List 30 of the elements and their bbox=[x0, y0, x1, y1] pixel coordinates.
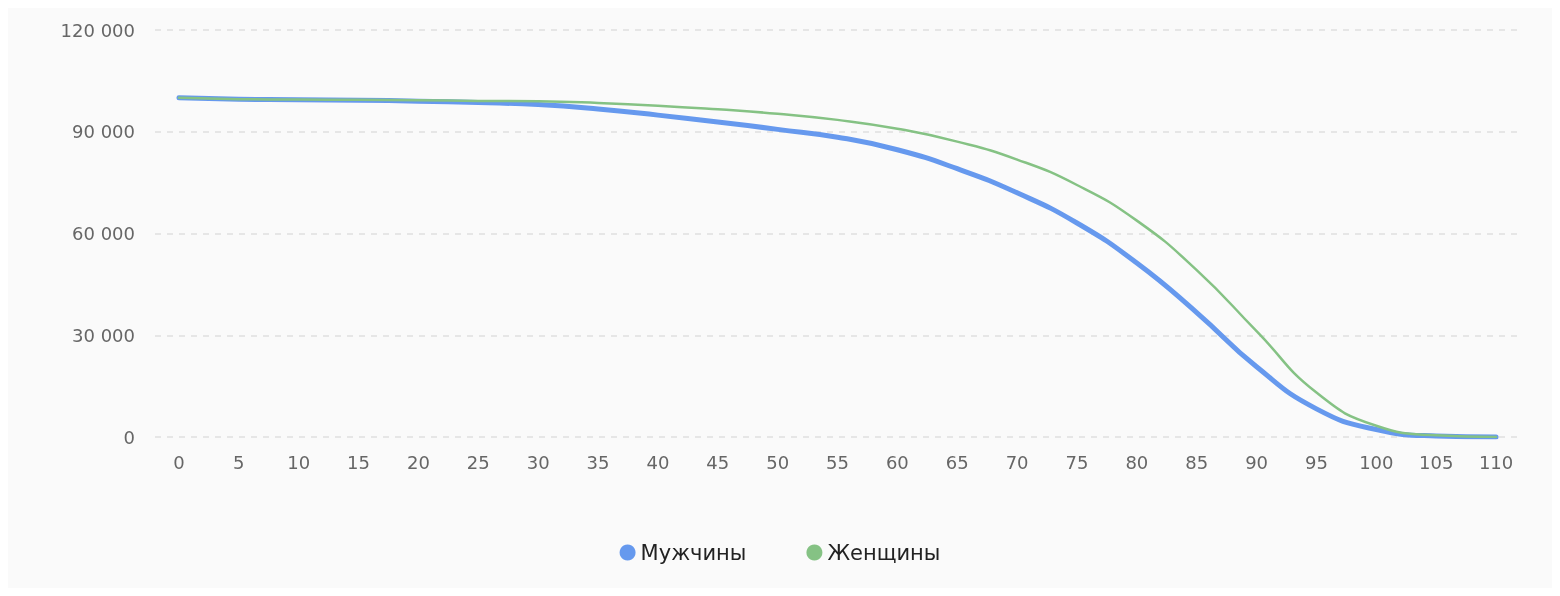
x-tick-label: 100 bbox=[1359, 451, 1394, 473]
x-tick-label: 20 bbox=[406, 451, 430, 473]
x-tick-label: 105 bbox=[1419, 451, 1454, 473]
legend-label: Мужчины bbox=[640, 540, 747, 565]
legend-label: Женщины bbox=[827, 540, 941, 565]
x-tick-label: 80 bbox=[1125, 451, 1149, 473]
x-tick-label: 10 bbox=[287, 451, 311, 473]
x-tick-label: 70 bbox=[1005, 451, 1029, 473]
x-tick-label: 35 bbox=[586, 451, 610, 473]
x-tick-label: 95 bbox=[1304, 451, 1328, 473]
x-tick-label: 5 bbox=[233, 451, 245, 473]
x-tick-label: 90 bbox=[1245, 451, 1269, 473]
x-tick-label: 75 bbox=[1065, 451, 1089, 473]
y-tick-label: 30 000 bbox=[72, 324, 135, 346]
y-tick-label: 60 000 bbox=[72, 223, 135, 244]
x-tick-label: 110 bbox=[1478, 451, 1514, 473]
x-tick-label: 45 bbox=[706, 451, 730, 473]
y-tick-label: 90 000 bbox=[72, 121, 135, 143]
x-tick-label: 15 bbox=[347, 451, 371, 473]
y-tick-label: 0 bbox=[123, 426, 135, 448]
x-tick-label: 65 bbox=[945, 451, 969, 473]
x-tick-label: 50 bbox=[766, 451, 790, 473]
x-tick-label: 85 bbox=[1185, 451, 1209, 473]
x-tick-label: 25 bbox=[466, 451, 490, 473]
x-tick-label: 60 bbox=[885, 451, 909, 473]
y-tick-label: 120 000 bbox=[60, 19, 135, 41]
x-tick-label: 40 bbox=[646, 451, 670, 473]
x-tick-label: 0 bbox=[173, 451, 185, 473]
x-tick-label: 55 bbox=[826, 451, 849, 473]
x-tick-label: 30 bbox=[526, 451, 550, 473]
